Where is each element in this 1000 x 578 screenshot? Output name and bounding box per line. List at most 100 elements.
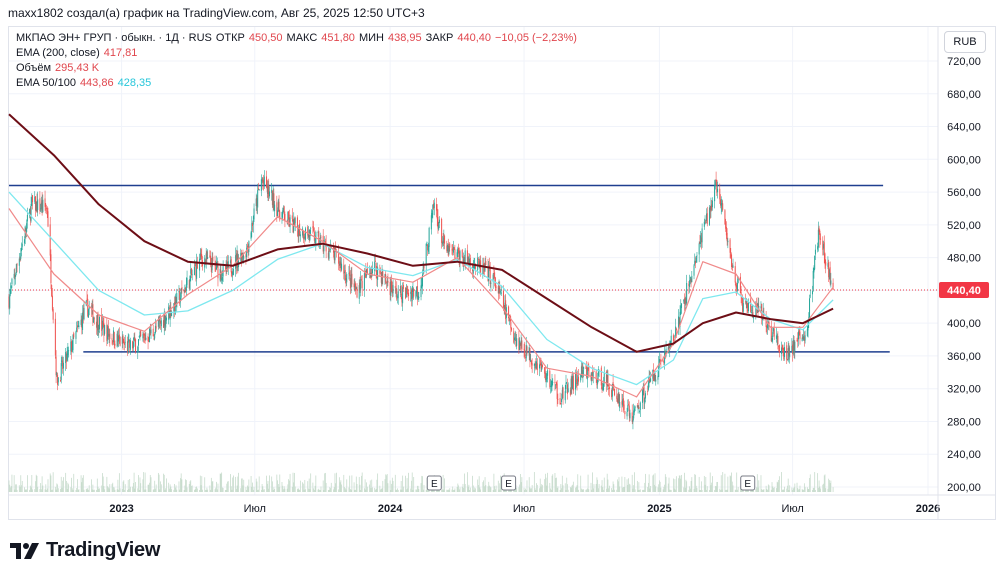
candle-body (15, 264, 17, 274)
candle (719, 183, 721, 204)
candle (329, 248, 331, 252)
candle (550, 380, 552, 393)
volume-bar (802, 489, 804, 492)
candle (338, 256, 340, 271)
candle (319, 232, 321, 250)
volume-bar (675, 476, 677, 492)
candle-body (729, 239, 731, 253)
volume-bar (129, 479, 131, 492)
volume-bar (175, 485, 177, 492)
volume-bar (391, 477, 393, 492)
candle (473, 257, 475, 270)
tradingview-logo[interactable]: TradingView (10, 539, 160, 562)
earnings-marker[interactable]: E (501, 475, 517, 491)
candle (200, 249, 202, 260)
candle-body (20, 252, 22, 259)
candle-body (634, 406, 636, 408)
candle (444, 234, 446, 250)
volume-bar (88, 489, 89, 492)
candle (170, 302, 172, 318)
volume-bar (121, 488, 123, 492)
candle-body (510, 321, 512, 329)
candle (284, 211, 286, 228)
candle-body (722, 203, 724, 210)
legend-ema50-100-row[interactable]: EMA 50/100 443,86 428,35 (16, 76, 577, 91)
earnings-marker[interactable]: E (426, 475, 442, 491)
volume-bar (425, 489, 427, 492)
candle (681, 303, 683, 315)
candle (209, 250, 211, 259)
candle-body (396, 288, 398, 300)
volume-bar (763, 489, 765, 492)
candle (647, 375, 649, 392)
symbol-name[interactable]: МКПАО ЭН+ ГРУП · обыкн. · 1Д · RUS (16, 32, 212, 44)
volume-bar (526, 480, 528, 492)
volume-bar (366, 486, 368, 492)
candle (165, 314, 167, 324)
ema200-label: EMA (200, close) (16, 47, 100, 59)
candle-body (57, 374, 59, 385)
candle (555, 381, 557, 389)
currency-button[interactable]: RUB (944, 31, 986, 53)
candle-body (680, 305, 682, 314)
volume-bar (699, 489, 701, 492)
candle-body (96, 315, 98, 329)
volume-bar (384, 479, 386, 492)
chart-frame[interactable] (8, 26, 996, 520)
volume-bar (400, 489, 401, 492)
candle (184, 284, 186, 294)
volume-bar (786, 488, 788, 492)
candle-body (412, 288, 414, 292)
candle (405, 287, 407, 300)
volume-bar (657, 487, 659, 492)
candle-body (261, 180, 263, 181)
volume-bar (26, 475, 28, 492)
candle (717, 181, 719, 199)
candle (632, 415, 634, 430)
candle (206, 250, 208, 264)
candle (709, 205, 711, 219)
candle-body (802, 337, 804, 340)
candle (178, 285, 180, 300)
candle-body (624, 411, 626, 415)
legend-volume-row[interactable]: Объём 295,43 K (16, 61, 577, 76)
candle (447, 238, 449, 257)
candle-body (710, 205, 712, 211)
candle-body (271, 191, 273, 206)
volume-bar (216, 489, 218, 492)
candle-body (770, 326, 772, 342)
volume-bar (406, 478, 408, 492)
candle-body (778, 346, 780, 348)
candle-body (492, 274, 494, 282)
volume-bar (565, 489, 567, 492)
candle-body (633, 408, 635, 413)
volume-bar (163, 473, 164, 492)
candle (11, 277, 13, 289)
volume-bar (149, 475, 151, 492)
candle-body (639, 410, 641, 412)
legend-ema200-row[interactable]: EMA (200, close) 417,81 (16, 46, 577, 61)
candle-body (586, 367, 588, 380)
volume-bar (109, 484, 111, 492)
candle-body (700, 235, 702, 244)
volume-bar (448, 489, 450, 492)
volume-bar (44, 489, 46, 492)
volume-bar (679, 475, 681, 492)
volume-bar (576, 485, 578, 492)
volume-bar (405, 475, 406, 492)
volume-bar (617, 479, 618, 492)
volume-bar (174, 487, 176, 492)
candle-body (696, 255, 698, 257)
candle-body (495, 286, 497, 288)
candle (188, 279, 190, 289)
candle-body (662, 359, 664, 363)
volume-bar (595, 483, 597, 492)
candle (694, 253, 696, 266)
volume-bar (395, 489, 397, 492)
volume-bar (14, 489, 16, 492)
candle-body (540, 363, 542, 369)
candle-body (363, 273, 365, 290)
candle-body (782, 348, 784, 350)
earnings-marker[interactable]: E (740, 475, 756, 491)
